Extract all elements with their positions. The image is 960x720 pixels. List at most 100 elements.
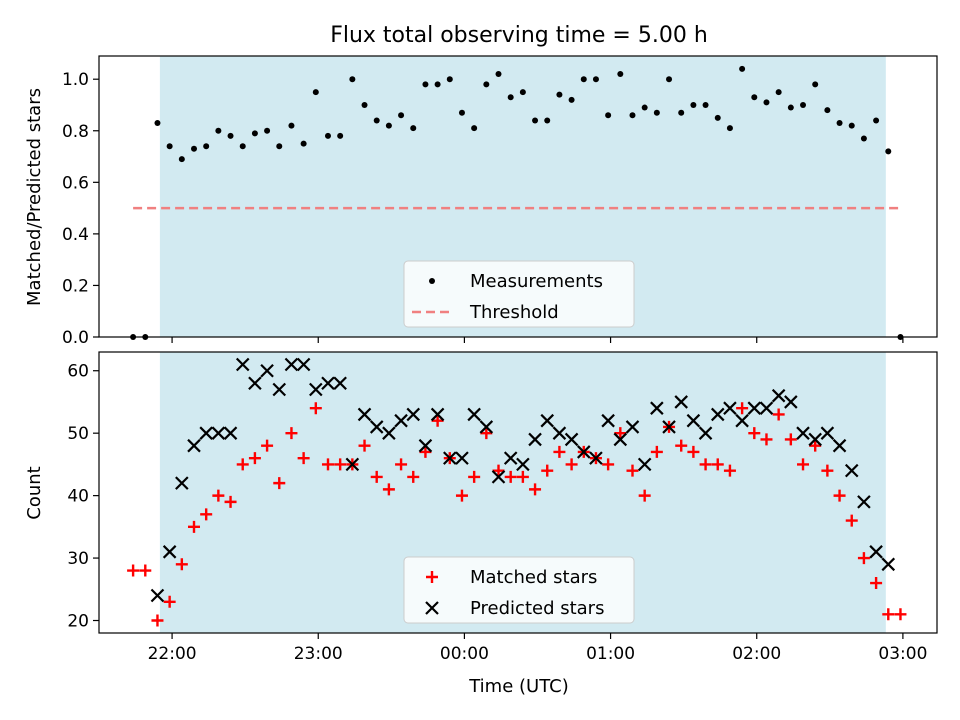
matched-star-marker bbox=[541, 464, 554, 477]
matched-star-marker bbox=[809, 439, 822, 452]
matched-star-marker bbox=[894, 608, 907, 621]
y-tick-label: 20 bbox=[67, 612, 89, 632]
legend-matched-swatch bbox=[426, 571, 438, 583]
predicted-star-marker bbox=[869, 545, 883, 559]
predicted-star-marker bbox=[759, 401, 774, 415]
predicted-star-marker bbox=[747, 401, 762, 415]
predicted-star-marker bbox=[345, 457, 360, 472]
matched-star-marker bbox=[236, 458, 249, 471]
axes-frame bbox=[98, 351, 938, 634]
measurement-point bbox=[276, 143, 283, 150]
measurement-point bbox=[751, 94, 758, 101]
measurement-point bbox=[848, 122, 855, 129]
measurement-point bbox=[666, 76, 673, 83]
matched-star-marker bbox=[565, 458, 578, 471]
measurement-point bbox=[641, 104, 648, 111]
measurement-point bbox=[726, 125, 733, 132]
predicted-star-marker bbox=[650, 401, 664, 415]
predicted-star-marker bbox=[576, 445, 591, 459]
bottom-y-axis-label: Count bbox=[24, 466, 45, 519]
predicted-star-marker bbox=[296, 357, 311, 372]
matched-star-marker bbox=[419, 445, 432, 458]
predicted-star-marker bbox=[552, 426, 567, 440]
predicted-star-marker bbox=[503, 451, 518, 465]
measurement-point bbox=[507, 94, 514, 101]
measurement-point bbox=[398, 112, 405, 119]
matched-star-marker bbox=[723, 464, 736, 477]
matched-star-marker bbox=[516, 470, 529, 483]
predicted-star-marker bbox=[601, 413, 615, 428]
measurement-point bbox=[763, 99, 770, 106]
predicted-star-marker bbox=[516, 457, 530, 472]
measurement-point bbox=[714, 114, 721, 121]
matched-star-marker bbox=[212, 489, 225, 502]
predicted-star-marker bbox=[491, 470, 506, 484]
matched-star-marker bbox=[127, 564, 140, 577]
measurement-point bbox=[373, 117, 380, 124]
predicted-star-marker bbox=[589, 451, 603, 465]
matched-star-marker bbox=[736, 402, 749, 415]
matched-star-marker bbox=[504, 470, 517, 483]
matched-star-marker bbox=[175, 558, 188, 571]
matched-star-marker bbox=[480, 427, 493, 440]
axes-frame bbox=[98, 55, 938, 338]
legend-predicted-swatch bbox=[425, 601, 439, 615]
x-tick-label: 03:00 bbox=[878, 644, 927, 664]
measurement-point bbox=[739, 65, 746, 72]
legend-label: Measurements bbox=[470, 271, 603, 292]
matched-star-marker bbox=[797, 458, 810, 471]
measurement-point bbox=[690, 101, 697, 108]
predicted-star-marker bbox=[333, 376, 347, 390]
legend-label: Threshold bbox=[469, 302, 559, 323]
matched-star-marker bbox=[382, 483, 395, 496]
y-tick-label: 40 bbox=[67, 487, 89, 507]
predicted-star-marker bbox=[662, 420, 676, 434]
predicted-star-marker bbox=[272, 382, 287, 397]
predicted-star-marker bbox=[187, 438, 201, 453]
predicted-star-marker bbox=[796, 426, 810, 440]
measurement-point bbox=[483, 81, 490, 88]
matched-star-marker bbox=[370, 470, 383, 483]
measurement-point bbox=[544, 117, 551, 124]
panel-counts: 20 30 40 50 60 22:00 23:00 00:00 01:00 02:00 03:00… bbox=[67, 351, 938, 664]
measurement-point bbox=[495, 71, 502, 78]
predicted-star-marker bbox=[857, 495, 871, 509]
measurement-point bbox=[800, 101, 807, 108]
measurement-point bbox=[288, 122, 295, 129]
matched-star-marker bbox=[711, 458, 724, 471]
predicted-star-marker bbox=[406, 407, 421, 422]
y-tick-label: 30 bbox=[67, 549, 89, 569]
matched-star-marker bbox=[857, 552, 870, 565]
measurement-point bbox=[239, 143, 246, 150]
matched-star-marker bbox=[760, 433, 773, 446]
measurement-point bbox=[349, 76, 356, 83]
matched-star-marker bbox=[224, 495, 237, 508]
series-measurements bbox=[130, 65, 904, 340]
predicted-star-marker bbox=[735, 413, 749, 428]
measurement-point bbox=[860, 135, 867, 142]
matched-star-marker bbox=[200, 508, 213, 521]
predicted-star-marker bbox=[260, 363, 274, 378]
measurement-point bbox=[653, 109, 660, 116]
matched-star-marker bbox=[309, 402, 322, 415]
legend-label: Matched stars bbox=[470, 567, 597, 588]
matched-star-marker bbox=[273, 477, 286, 490]
matched-star-marker bbox=[553, 445, 566, 458]
measurement-point bbox=[471, 125, 478, 132]
measurement-point bbox=[178, 156, 185, 163]
top-y-axis-label: Matched/Predicted stars bbox=[24, 88, 45, 306]
predicted-star-marker bbox=[540, 413, 555, 428]
matched-star-marker bbox=[455, 489, 468, 502]
predicted-star-marker bbox=[223, 426, 238, 440]
measurement-point bbox=[568, 96, 575, 103]
measurement-point bbox=[702, 101, 709, 108]
panel-ratio: 0.0 0.2 0.4 0.6 0.8 1.0 Measurements Threshold bbox=[62, 55, 938, 348]
x-axis-label: Time (UTC) bbox=[468, 676, 569, 697]
measurement-point bbox=[580, 76, 587, 83]
measurement-point bbox=[251, 130, 258, 137]
predicted-star-marker bbox=[150, 588, 165, 603]
measurement-point bbox=[885, 148, 892, 155]
measurement-point bbox=[312, 89, 319, 96]
measurement-point bbox=[787, 104, 794, 111]
